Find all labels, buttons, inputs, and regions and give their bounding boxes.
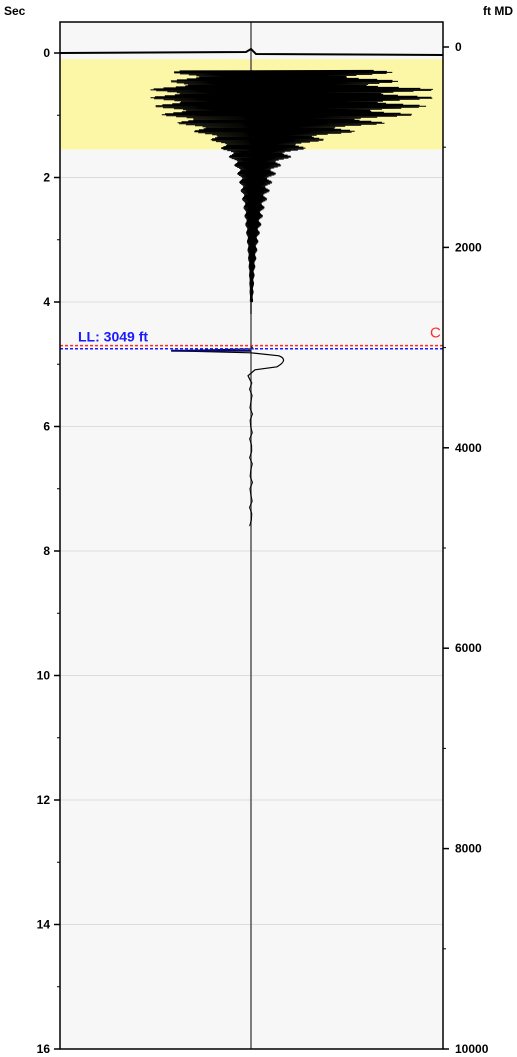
left-tick-label: 2 <box>43 171 50 185</box>
left-tick-label: 6 <box>43 420 50 434</box>
trace-shot-spike <box>59 47 444 56</box>
right-tick-label: 4000 <box>455 441 482 455</box>
liquid-level-label: LL: 3049 ft <box>78 329 148 345</box>
right-tick-label: 8000 <box>455 842 482 856</box>
trace-liquid-reflection <box>171 345 285 383</box>
right-tick-label: 0 <box>455 40 462 54</box>
left-tick-label: 12 <box>37 793 51 807</box>
left-axis-unit: Sec <box>4 4 26 18</box>
left-tick-label: 10 <box>37 669 51 683</box>
trace-decay <box>150 69 433 314</box>
acoustic-trace <box>59 47 444 527</box>
left-tick-label: 16 <box>37 1042 51 1056</box>
collar-label: C <box>430 325 441 342</box>
left-tick-label: 4 <box>43 295 50 309</box>
plot-frame <box>59 21 444 1050</box>
right-tick-label: 6000 <box>455 641 482 655</box>
left-axis: 0 2 4 6 8 10 12 14 16 <box>37 46 60 1056</box>
right-tick-label: 2000 <box>455 240 482 254</box>
left-tick-label: 8 <box>43 544 50 558</box>
right-tick-label: 10000 <box>455 1042 489 1056</box>
left-tick-label: 14 <box>37 918 51 932</box>
trace-tail <box>248 381 254 527</box>
left-tick-label: 0 <box>43 46 50 60</box>
right-axis-unit: ft MD <box>483 4 513 18</box>
right-axis: 0 2000 4000 6000 8000 10000 <box>443 40 489 1056</box>
